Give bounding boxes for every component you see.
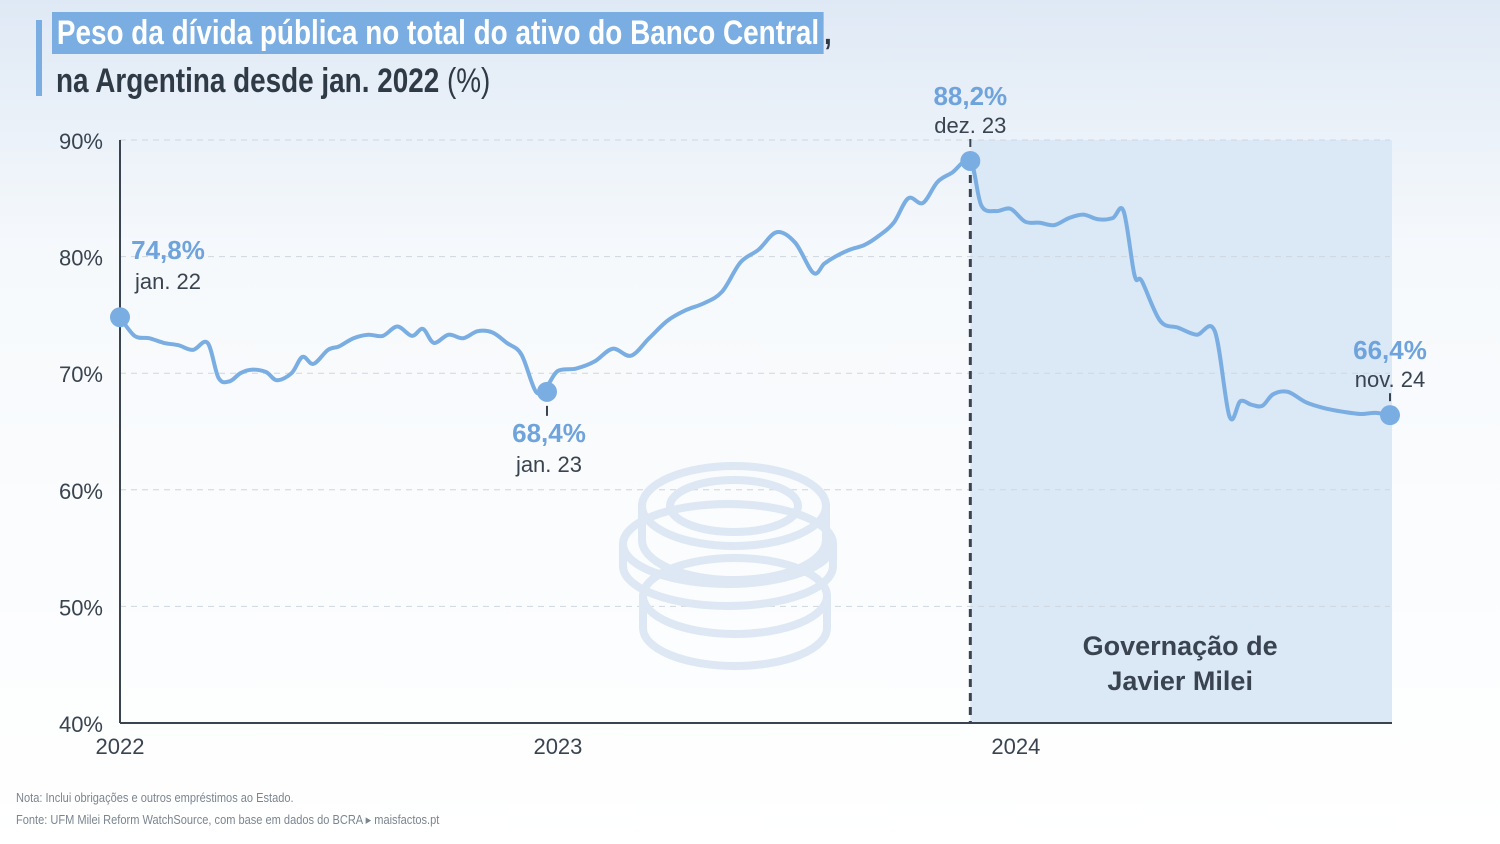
milei-label-line2: Javier Milei (1107, 666, 1253, 696)
x-tick-label: 2022 (96, 734, 145, 759)
annotation-value: 88,2% (933, 81, 1007, 111)
x-axis-ticks: 2022 2023 2024 (96, 734, 1041, 759)
highlight-point (110, 307, 130, 328)
annotation-value: 66,4% (1353, 335, 1427, 365)
annotation-date: nov. 24 (1355, 367, 1426, 392)
annotation-date: dez. 23 (934, 113, 1006, 138)
chart-title-line1: Peso da dívida pública no total do ativo… (52, 12, 832, 54)
y-tick-label: 50% (59, 595, 103, 620)
title-accent-bar (36, 20, 42, 96)
y-tick-label: 60% (59, 479, 103, 504)
highlight-point (1380, 405, 1400, 426)
x-tick-label: 2023 (533, 734, 582, 759)
footer-source: Fonte: UFM Milei Reform WatchSource, com… (16, 812, 440, 827)
y-tick-label: 70% (59, 362, 103, 387)
annotation-value: 74,8% (131, 235, 205, 265)
y-tick-label: 40% (59, 712, 103, 737)
chart-title-line2: na Argentina desde jan. 2022 (%) (56, 62, 490, 101)
y-tick-label: 80% (59, 246, 103, 271)
title-comma: , (824, 14, 832, 52)
annotation-date: jan. 22 (134, 269, 201, 294)
highlight-point (536, 381, 557, 402)
title-subline: na Argentina desde jan. 2022 (56, 62, 440, 100)
title-highlight: Peso da dívida pública no total do ativo… (52, 12, 825, 54)
y-axis-ticks: 40% 50% 60% 70% 80% 90% (59, 129, 103, 737)
y-tick-label: 90% (59, 129, 103, 154)
annotation-value: 68,4% (512, 418, 586, 448)
coins-watermark-icon (619, 462, 837, 670)
milei-period-shade (970, 140, 1392, 723)
highlight-point (960, 150, 981, 171)
point-annotations: 74,8% jan. 22 68,4% jan. 23 88,2%dez. 23 66,4… (110, 81, 1427, 477)
footer-note: Nota: Inclui obrigações e outros emprést… (16, 790, 294, 805)
x-tick-label: 2024 (991, 734, 1040, 759)
series-line (118, 157, 1391, 422)
title-unit: (%) (446, 62, 491, 100)
annotation-date: jan. 23 (515, 452, 582, 477)
milei-label-line1: Governação de (1083, 631, 1278, 661)
gridlines (120, 139, 1390, 607)
